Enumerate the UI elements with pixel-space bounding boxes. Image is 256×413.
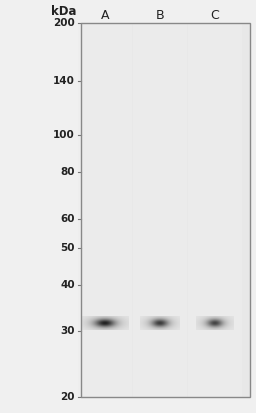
- Text: 100: 100: [53, 131, 75, 140]
- Bar: [133, 23, 187, 397]
- Text: 60: 60: [60, 214, 75, 223]
- Text: 30: 30: [60, 326, 75, 336]
- Text: kDa: kDa: [50, 5, 76, 18]
- Bar: [188, 23, 242, 397]
- Text: 20: 20: [60, 392, 75, 402]
- Bar: [78, 23, 132, 397]
- Text: 40: 40: [60, 280, 75, 290]
- Text: 140: 140: [53, 76, 75, 86]
- Text: A: A: [101, 9, 109, 22]
- Text: C: C: [211, 9, 219, 22]
- Text: 80: 80: [60, 167, 75, 177]
- Text: 200: 200: [53, 18, 75, 28]
- Text: 50: 50: [60, 243, 75, 253]
- Bar: [81, 23, 250, 397]
- Text: B: B: [156, 9, 164, 22]
- Bar: [81, 23, 250, 397]
